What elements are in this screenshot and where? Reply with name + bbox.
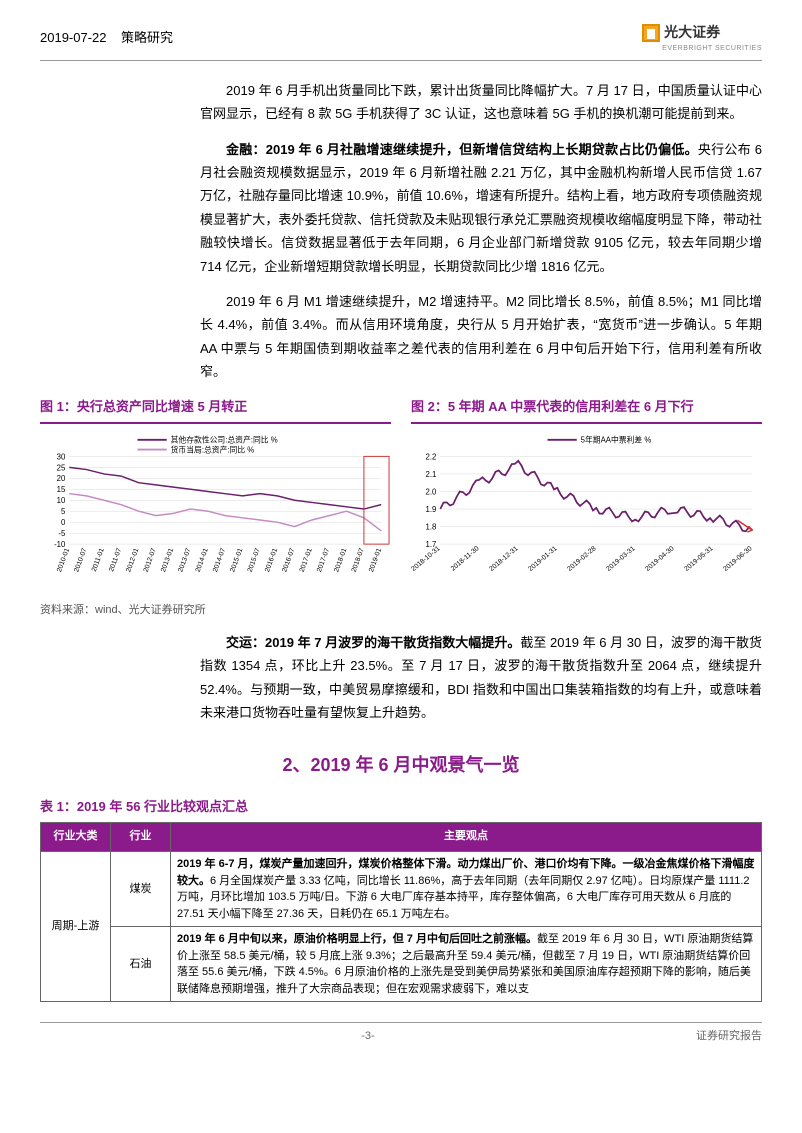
th-0: 行业大类	[41, 823, 111, 852]
svg-text:20: 20	[57, 474, 66, 483]
svg-text:2019-01: 2019-01	[368, 547, 383, 573]
p2-rest: 央行公布 6 月社会融资规模数据显示，2019 年 6 月新增社融 2.21 万…	[200, 142, 762, 274]
svg-text:2018-01: 2018-01	[333, 547, 348, 573]
svg-text:2019-05-31: 2019-05-31	[683, 545, 714, 573]
chart-1: 图 1：央行总资产同比增速 5 月转正 -10-5051015202530201…	[40, 395, 391, 621]
p4-lead: 交运：2019 年 7 月波罗的海干散货指数大幅提升。	[226, 635, 520, 650]
svg-text:15: 15	[57, 485, 66, 494]
svg-text:2016-01: 2016-01	[264, 547, 279, 573]
svg-text:2014-01: 2014-01	[195, 547, 210, 573]
svg-text:2018-10-31: 2018-10-31	[411, 545, 442, 573]
svg-text:2019-02-28: 2019-02-28	[566, 545, 597, 573]
svg-text:2016-07: 2016-07	[281, 547, 296, 573]
svg-text:10: 10	[57, 496, 66, 505]
chart2-svg: 1.71.81.92.02.12.22018-10-312018-11-3020…	[411, 430, 762, 590]
cell-cat-0: 周期-上游	[41, 852, 111, 1002]
paragraph-3: 2019 年 6 月 M1 增速继续提升，M2 增速持平。M2 同比增长 8.5…	[200, 290, 762, 384]
svg-text:2018-07: 2018-07	[351, 547, 366, 573]
cell-ind-0: 煤炭	[111, 852, 171, 927]
svg-text:2011-07: 2011-07	[108, 547, 123, 573]
chart-2: 图 2：5 年期 AA 中票代表的信用利差在 6 月下行 1.71.81.92.…	[411, 395, 762, 621]
svg-text:5年期AA中票利差 %: 5年期AA中票利差 %	[581, 435, 652, 445]
brand-logo-icon	[642, 24, 660, 42]
chart2-title: 图 2：5 年期 AA 中票代表的信用利差在 6 月下行	[411, 395, 762, 423]
svg-text:2012-07: 2012-07	[143, 547, 158, 573]
table-row: 石油 2019 年 6 月中旬以来，原油价格明显上行，但 7 月中旬后回吐之前涨…	[41, 927, 762, 1002]
section2-title: 2、2019 年 6 月中观景气一览	[40, 749, 762, 781]
svg-text:2019-06-30: 2019-06-30	[722, 545, 753, 573]
cell-ind-1: 石油	[111, 927, 171, 1002]
svg-text:2018-12-31: 2018-12-31	[488, 545, 519, 573]
svg-text:2018-11-30: 2018-11-30	[450, 545, 481, 573]
page-footer: -3- 证券研究报告	[40, 1022, 762, 1047]
svg-text:2.2: 2.2	[426, 452, 437, 461]
svg-text:2017-07: 2017-07	[316, 547, 331, 573]
paragraph-4: 交运：2019 年 7 月波罗的海干散货指数大幅提升。截至 2019 年 6 月…	[200, 631, 762, 725]
svg-text:2015-07: 2015-07	[247, 547, 262, 573]
svg-text:25: 25	[57, 463, 66, 472]
svg-text:2013-01: 2013-01	[160, 547, 175, 573]
svg-text:货币当局:总资产:同比 %: 货币当局:总资产:同比 %	[171, 444, 255, 454]
svg-text:2012-01: 2012-01	[125, 547, 140, 573]
paragraph-2: 金融：2019 年 6 月社融增速继续提升，但新增信贷结构上长期贷款占比仍偏低。…	[200, 138, 762, 278]
cell-view-0: 2019 年 6-7 月，煤炭产量加速回升，煤炭价格整体下滑。动力煤出厂价、港口…	[171, 852, 762, 927]
svg-text:2019-01-31: 2019-01-31	[527, 545, 558, 573]
svg-text:2019-04-30: 2019-04-30	[644, 545, 675, 573]
paragraph-1: 2019 年 6 月手机出货量同比下跌，累计出货量同比降幅扩大。7 月 17 日…	[200, 79, 762, 126]
page-header: 2019-07-22 策略研究 光大证券 EVERBRIGHT SECURITI…	[40, 20, 762, 61]
th-1: 行业	[111, 823, 171, 852]
footer-right: 证券研究报告	[696, 1027, 762, 1047]
svg-text:2017-01: 2017-01	[299, 547, 314, 573]
svg-text:2015-01: 2015-01	[229, 547, 244, 573]
chart1-svg: -10-50510152025302010-012010-072011-0120…	[40, 430, 391, 590]
svg-text:30: 30	[57, 452, 66, 461]
svg-text:2010-07: 2010-07	[73, 547, 88, 573]
svg-text:-5: -5	[58, 529, 66, 538]
page-number: -3-	[40, 1027, 696, 1047]
svg-text:2014-07: 2014-07	[212, 547, 227, 573]
brand-name: 光大证券	[664, 20, 720, 45]
svg-text:5: 5	[61, 507, 66, 516]
logo-block: 光大证券 EVERBRIGHT SECURITIES	[642, 20, 762, 56]
table-title: 表 1：2019 年 56 行业比较观点汇总	[40, 795, 762, 818]
svg-text:2010-01: 2010-01	[56, 547, 71, 573]
chart1-title: 图 1：央行总资产同比增速 5 月转正	[40, 395, 391, 423]
cell-view-1: 2019 年 6 月中旬以来，原油价格明显上行，但 7 月中旬后回吐之前涨幅。截…	[171, 927, 762, 1002]
header-category: 策略研究	[121, 30, 173, 45]
svg-text:2.0: 2.0	[426, 487, 438, 496]
svg-text:1.9: 1.9	[426, 505, 437, 514]
svg-text:2.1: 2.1	[426, 470, 437, 479]
svg-text:0: 0	[61, 518, 66, 527]
svg-text:2019-03-31: 2019-03-31	[605, 545, 636, 573]
industry-table: 行业大类 行业 主要观点 周期-上游 煤炭 2019 年 6-7 月，煤炭产量加…	[40, 822, 762, 1002]
table-row: 周期-上游 煤炭 2019 年 6-7 月，煤炭产量加速回升，煤炭价格整体下滑。…	[41, 852, 762, 927]
svg-text:1.8: 1.8	[426, 522, 437, 531]
chart1-source: 资料来源：wind、光大证券研究所	[40, 601, 391, 621]
svg-text:2011-01: 2011-01	[91, 547, 106, 573]
brand-subtitle: EVERBRIGHT SECURITIES	[662, 43, 762, 56]
svg-text:2013-07: 2013-07	[177, 547, 192, 573]
p2-lead: 金融：2019 年 6 月社融增速继续提升，但新增信贷结构上长期贷款占比仍偏低。	[226, 142, 698, 157]
header-left: 2019-07-22 策略研究	[40, 26, 173, 49]
svg-text:其他存款性公司:总资产:同比 %: 其他存款性公司:总资产:同比 %	[171, 435, 278, 445]
header-date: 2019-07-22	[40, 30, 107, 45]
th-2: 主要观点	[171, 823, 762, 852]
